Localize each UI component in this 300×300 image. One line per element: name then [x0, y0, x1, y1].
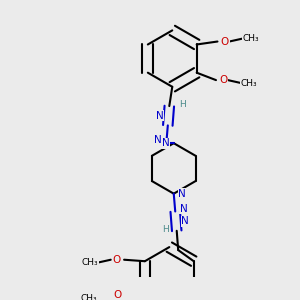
Text: N: N	[180, 203, 188, 214]
Text: CH₃: CH₃	[82, 258, 98, 267]
Text: N: N	[154, 135, 162, 145]
Text: O: O	[219, 75, 227, 85]
Text: CH₃: CH₃	[241, 79, 258, 88]
Text: CH₃: CH₃	[242, 34, 259, 43]
Text: O: O	[113, 290, 122, 300]
Text: N: N	[178, 189, 186, 199]
Text: O: O	[221, 37, 229, 46]
Text: H: H	[162, 225, 169, 234]
Text: H: H	[179, 100, 186, 109]
Text: N: N	[156, 111, 164, 121]
Text: O: O	[112, 255, 121, 265]
Text: CH₃: CH₃	[81, 294, 98, 300]
Text: N: N	[162, 138, 169, 148]
Text: N: N	[181, 216, 189, 226]
